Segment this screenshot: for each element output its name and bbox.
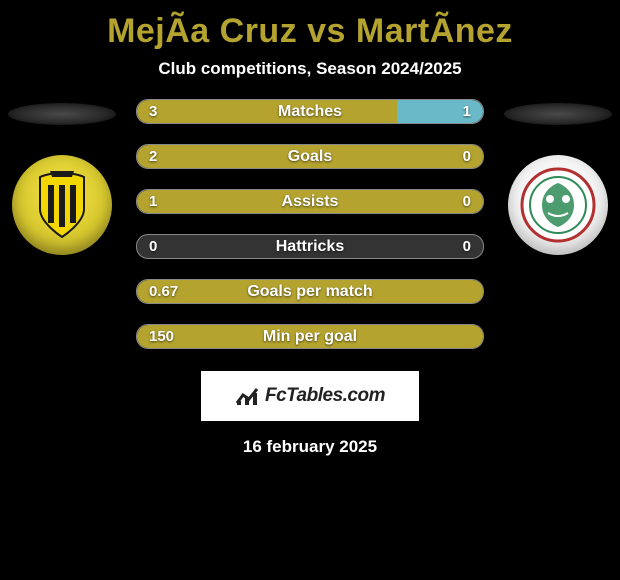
main-row: Matches31 Goals20 Assists10 Hattricks0 0 Goal…	[0, 99, 620, 349]
right-side	[502, 99, 614, 255]
footer-date: 16 february 2025	[0, 437, 620, 457]
bar-fill-left	[137, 190, 483, 213]
left-side	[6, 99, 118, 255]
comparison-infographic: MejÃ­a Cruz vs MartÃ­nez Club competitio…	[0, 0, 620, 457]
page-title: MejÃ­a Cruz vs MartÃ­nez	[0, 8, 620, 59]
brand-text: FcTables.com	[265, 385, 385, 407]
bar-fill-right	[397, 100, 484, 123]
bar-fill-left	[137, 280, 483, 303]
bar-fill-left	[137, 100, 397, 123]
shield-icon	[34, 171, 90, 239]
bar-fill-left	[137, 145, 483, 168]
player-shadow-left	[8, 103, 116, 125]
emblem-icon	[518, 165, 598, 245]
stat-row: Min per goal150	[136, 324, 484, 349]
stat-row: Assists10	[136, 189, 484, 214]
stat-row: Goals per match0.67	[136, 279, 484, 304]
bar-fill-left	[137, 325, 483, 348]
brand-logo: FcTables.com	[201, 371, 419, 421]
stat-label: Hattricks	[137, 235, 483, 258]
stat-value-left: 0	[149, 235, 157, 258]
stats-bars: Matches31 Goals20 Assists10 Hattricks0 0 Goal…	[136, 99, 484, 349]
stat-row: Hattricks0 0	[136, 234, 484, 259]
player-shadow-right	[504, 103, 612, 125]
stat-value-right: 0	[463, 235, 471, 258]
stat-row: Matches31	[136, 99, 484, 124]
chart-icon	[235, 385, 261, 407]
club-crest-left	[12, 155, 112, 255]
page-subtitle: Club competitions, Season 2024/2025	[0, 59, 620, 99]
stat-row: Goals20	[136, 144, 484, 169]
club-crest-right	[508, 155, 608, 255]
